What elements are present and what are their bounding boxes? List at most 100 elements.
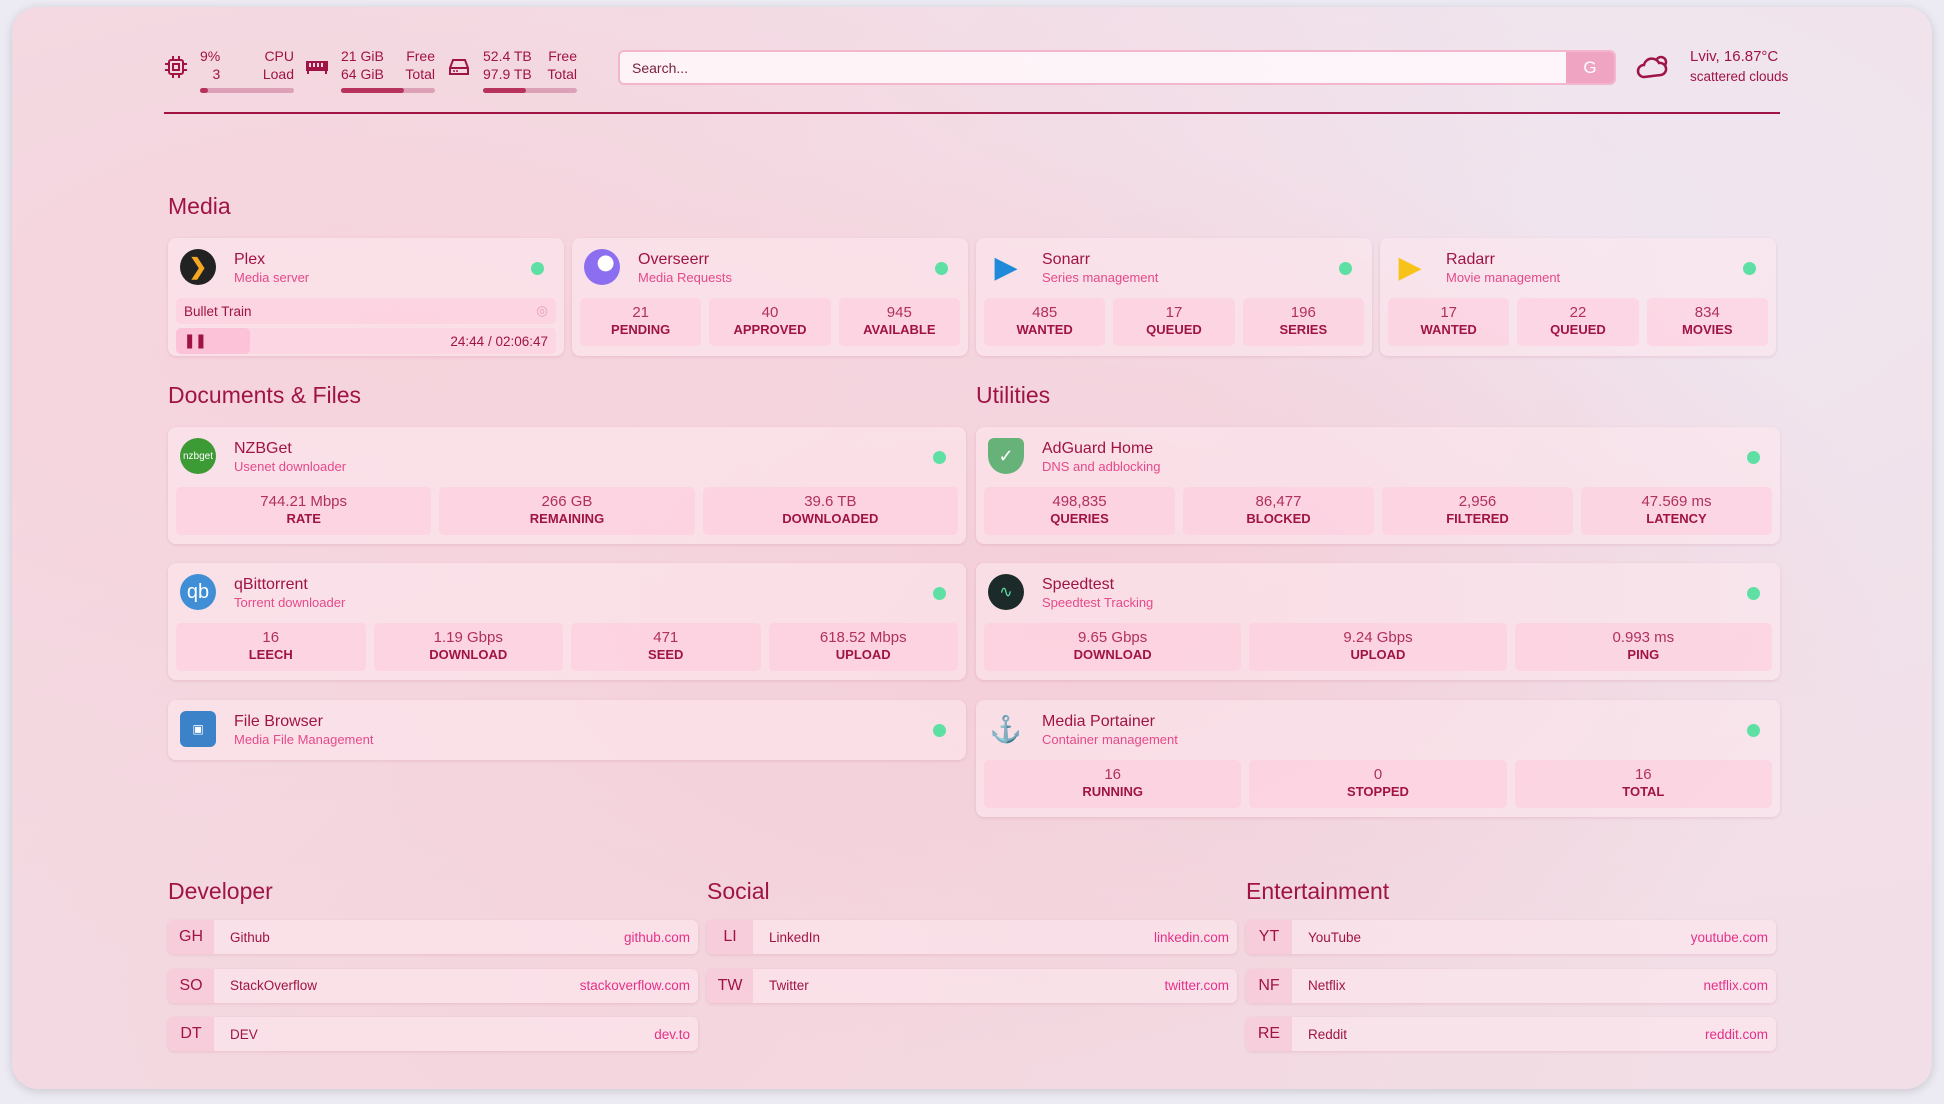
weather-widget[interactable]: Lviv, 16.87°C scattered clouds [1636,47,1788,87]
stat-value: 1.19 Gbps [433,629,503,646]
service-description: Container management [1042,731,1178,747]
bookmark-abbr: TW [707,968,753,1003]
nzbget-card[interactable]: nzbget NZBGet Usenet downloader 744.21 Mbps… [168,427,966,544]
stat-label: SEED [648,647,684,662]
bookmark-url[interactable]: stackoverflow.com [579,978,690,993]
bookmark-abbr: DT [168,1017,214,1051]
cpu-cores: 3 [212,66,221,82]
bookmark-netflix[interactable]: NF Netflix netflix.com [1246,968,1776,1003]
bookmark-url[interactable]: dev.to [654,1026,690,1042]
overseerr-card[interactable]: Overseerr Media Requests 21 PENDING 40 APPROV… [572,238,968,356]
bookmark-name: StackOverflow [230,978,318,993]
plex-icon: ❯ [180,249,216,285]
bookmark-dev[interactable]: DT DEV dev.to [168,1017,698,1051]
search-input[interactable] [620,52,1566,83]
bookmark-abbr: YT [1246,920,1292,954]
service-description: Usenet downloader [234,458,347,474]
cpu-widget: 9% 3 CPU Load [164,47,294,93]
section-title-media: Media [168,193,231,219]
bookmark-youtube[interactable]: YT YouTube youtube.com [1246,920,1776,954]
stats-row: 16 RUNNING 0 STOPPED 16 TOTAL [984,760,1772,808]
adguard-icon: ✓ [988,438,1024,474]
stat-block: 86,477 BLOCKED [1183,487,1374,535]
stat-block: 0.993 ms PING [1514,623,1772,671]
search-engine-button[interactable]: G [1566,52,1614,83]
qbittorrent-card[interactable]: qb qBittorrent Torrent downloader 16 LEECH 1.… [168,563,966,680]
bookmark-twitter[interactable]: TW Twitter twitter.com [707,968,1237,1003]
stat-block: 2,956 FILTERED [1382,487,1573,535]
stat-label: QUERIES [1050,511,1109,526]
bookmark-name: Reddit [1308,1026,1348,1042]
stat-label: WANTED [1016,322,1073,337]
stat-label: DOWNLOAD [429,647,508,662]
service-name: File Browser [234,712,323,730]
bookmark-url[interactable]: netflix.com [1703,978,1768,993]
plex-card[interactable]: ❯ Plex Media server Bullet Train ◎ ❚❚ 24:44 / … [168,238,564,356]
stats-row: 17 WANTED 22 QUEUED 834 MOVIES [1388,298,1768,346]
cpu-value: 9% [200,48,221,64]
memory-bar [341,88,435,93]
stat-block: 744.21 Mbps RATE [176,487,432,535]
stat-block: 266 GB REMAINING [439,487,695,535]
status-indicator [1747,587,1760,600]
speedtest-card[interactable]: ∿ Speedtest Speedtest Tracking 9.65 Gbps DOW… [976,563,1780,680]
stat-label: STOPPED [1347,784,1409,799]
stat-block: 16 LEECH [176,623,366,671]
bookmark-stackoverflow[interactable]: SO StackOverflow stackoverflow.com [168,968,698,1003]
stat-value: 744.21 Mbps [260,493,348,510]
sonarr-card[interactable]: ▶ Sonarr Series management 485 WANTED 17 QUEUE… [976,238,1372,356]
bookmark-url[interactable]: twitter.com [1164,978,1229,993]
stat-label: LATENCY [1646,511,1707,526]
stat-value: 39.6 TB [804,493,857,510]
stat-value: 485 [1032,304,1058,321]
status-indicator [933,724,946,737]
service-description: Speedtest Tracking [1042,594,1154,610]
dashboard: 9% 3 CPU Load 21 GiB 64 GiB Free Total 52.4 TB… [12,7,1932,1089]
stat-value: 17 [1165,304,1183,321]
stats-row: 16 LEECH 1.19 Gbps DOWNLOAD 471 SEED 618.52 Mb… [176,623,958,671]
stats-row: 744.21 Mbps RATE 266 GB REMAINING 39.6 TB DOW… [176,487,958,535]
status-indicator [933,451,946,464]
cpu-icon [165,56,187,78]
stat-label: UPLOAD [835,647,891,662]
service-name: qBittorrent [234,575,308,593]
stat-label: AVAILABLE [863,322,936,337]
disk-total: 97.9 TB [483,66,532,82]
radarr-card[interactable]: ▶ Radarr Movie management 17 WANTED 22 QUEUED 8… [1380,238,1776,356]
stat-block: 47.569 ms LATENCY [1581,487,1772,535]
stat-block: 39.6 TB DOWNLOADED [702,487,958,535]
stat-block: 945 AVAILABLE [838,298,960,346]
stat-value: 17 [1440,304,1457,321]
stat-label: RUNNING [1082,784,1143,799]
bookmark-reddit[interactable]: RE Reddit reddit.com [1246,1017,1776,1051]
weather-location: Lviv, 16.87°C [1690,48,1779,65]
stat-block: 1.19 Gbps DOWNLOAD [373,623,563,671]
stat-block: 618.52 Mbps UPLOAD [768,623,958,671]
bookmark-url[interactable]: linkedin.com [1153,929,1229,945]
service-name: Overseerr [638,250,710,268]
stat-label: BLOCKED [1246,511,1311,526]
status-indicator [935,262,948,275]
pause-icon[interactable]: ❚❚ [184,333,207,348]
stat-block: 17 QUEUED [1113,298,1235,346]
service-description: Movie management [1446,269,1561,285]
search-box: G [618,50,1616,85]
file-browser-card[interactable]: ▣ File Browser Media File Management [168,700,966,760]
media-portainer-card[interactable]: ⚓ Media Portainer Container management 16 RU… [976,700,1780,817]
bookmark-github[interactable]: GH Github github.com [168,920,698,954]
stat-label: UPLOAD [1350,647,1406,662]
adguard-home-card[interactable]: ✓ AdGuard Home DNS and adblocking 498,835 QU… [976,427,1780,544]
stat-label: MOVIES [1682,322,1733,337]
bookmark-url[interactable]: reddit.com [1704,1026,1768,1042]
stat-label: WANTED [1420,322,1477,337]
status-indicator [1339,262,1352,275]
weather-condition: scattered clouds [1690,69,1789,84]
free-label: Free [548,48,577,64]
bookmark-url[interactable]: youtube.com [1690,929,1768,945]
bookmark-linkedin[interactable]: LI LinkedIn linkedin.com [707,920,1237,954]
bookmark-url[interactable]: github.com [623,929,690,945]
stat-value: 196 [1290,304,1316,321]
memory-widget: 21 GiB 64 GiB Free Total [305,47,435,93]
stat-block: 17 WANTED [1388,298,1510,346]
stat-value: 22 [1569,304,1587,321]
